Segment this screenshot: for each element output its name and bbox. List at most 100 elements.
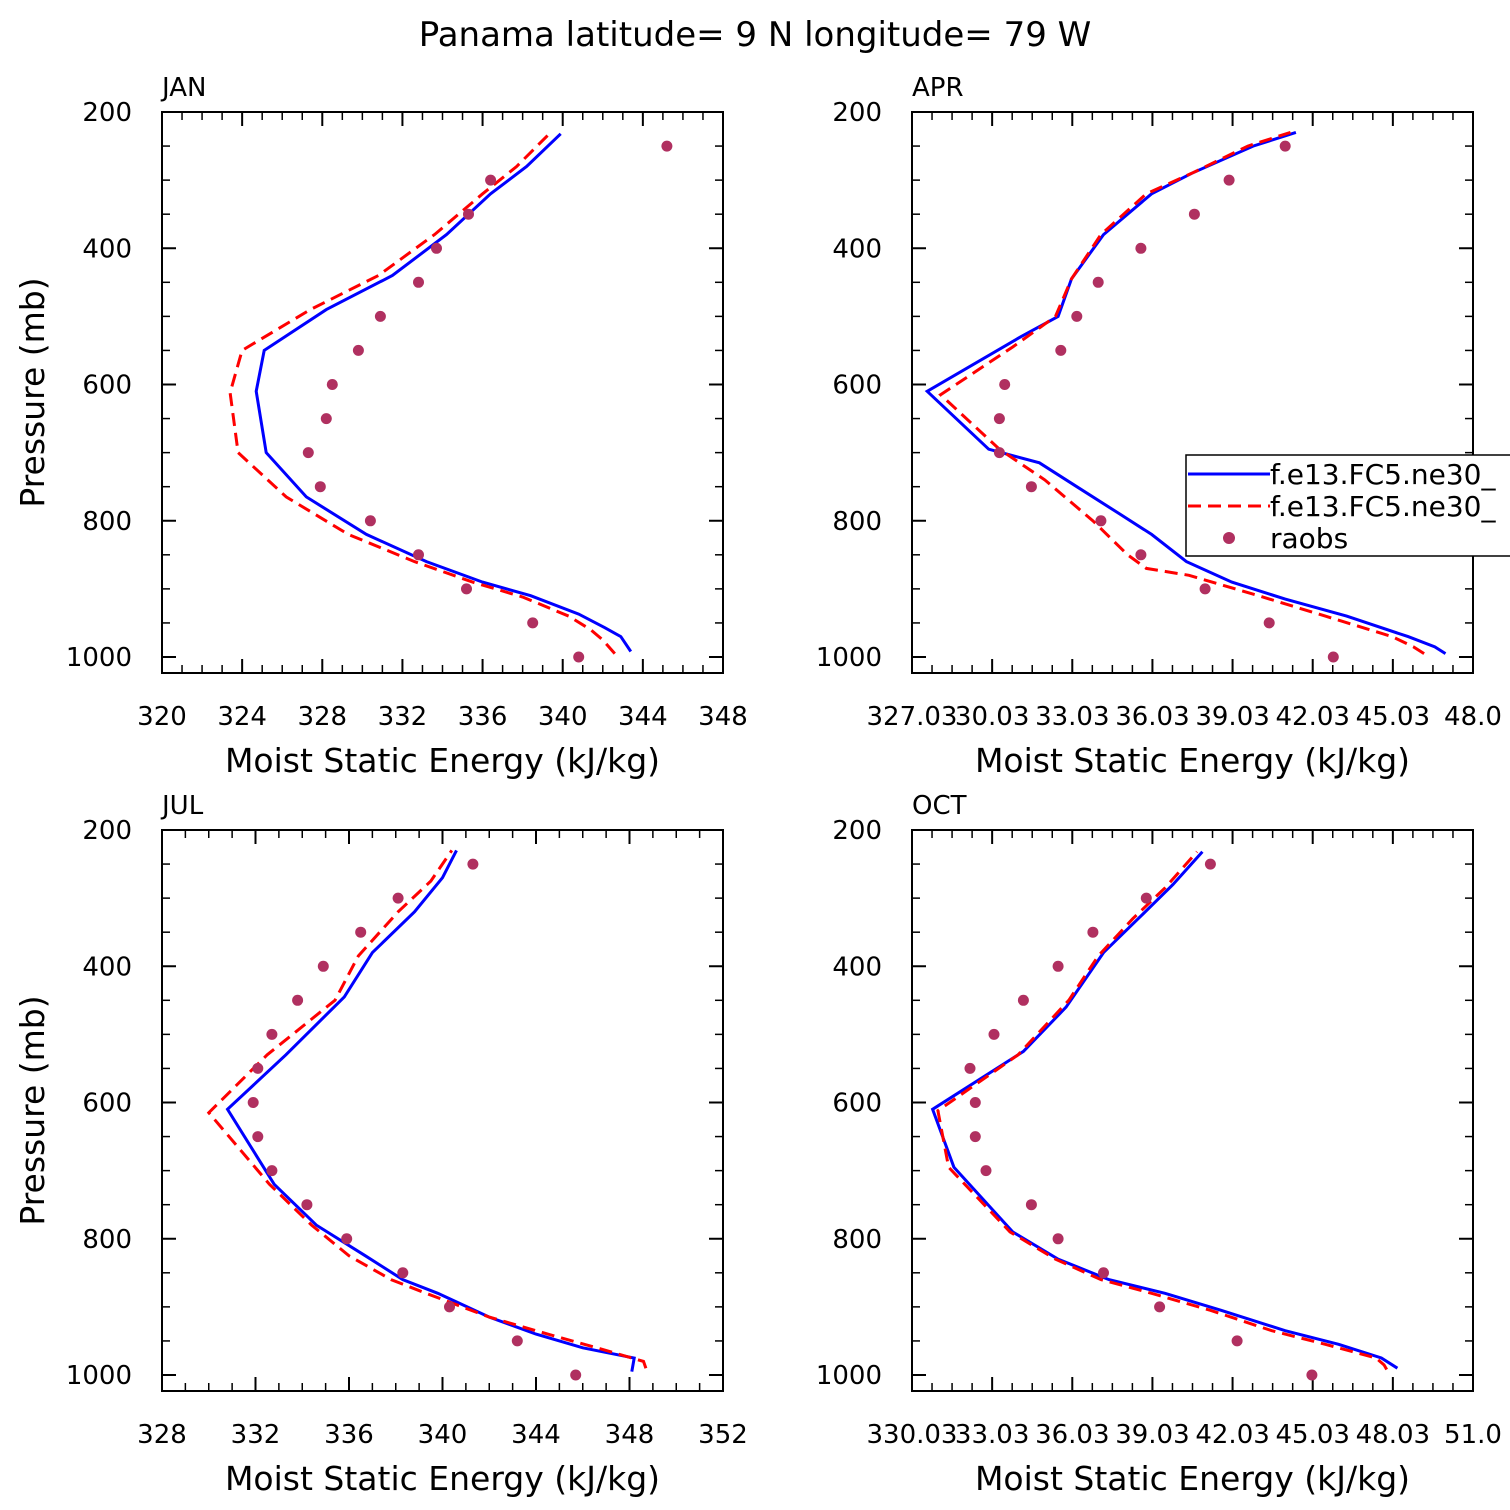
raobs-point [1087,926,1099,938]
panel-jul: JUL 328 332 336 340 344 348 352 200 400 600 800 1000… [13,791,748,1498]
raobs-point [1263,617,1275,629]
x-tick-label: 45.03 [1356,702,1430,732]
x-tick-label: 36.03 [1035,1420,1109,1450]
raobs-point [302,447,314,459]
raobs-point [292,994,304,1006]
legend-label: f.e13.FC5.ne30_ [1270,458,1496,491]
raobs-point [314,481,326,493]
raobs-point [1025,481,1037,493]
raobs-point [1052,960,1064,972]
raobs-point [527,617,539,629]
legend-label: f.e13.FC5.ne30_ [1270,490,1496,523]
plot-frame [161,829,724,1392]
model2-line [228,131,616,655]
y-tick-label: 1000 [66,1361,132,1391]
x-tick-label: 340 [418,1420,468,1450]
x-tick-label: 48.03 [1356,1420,1430,1450]
x-tick-label: 45.03 [1275,1420,1349,1450]
x-tick-label: 48.0 [1444,702,1502,732]
y-tick-label: 400 [832,952,882,982]
raobs-point [266,1028,278,1040]
raobs-point [969,1131,981,1143]
raobs-point [969,1097,981,1108]
data-layer [206,849,648,1381]
x-tick-label: 33.03 [955,1420,1029,1450]
panel-label: APR [912,73,964,103]
raobs-point [1204,858,1216,870]
raobs-point [570,1369,582,1381]
raobs-point [374,310,386,322]
raobs-point [355,926,367,938]
raobs-point [1055,344,1067,356]
raobs-point [1071,310,1083,322]
x-tick-label: 327.03 [867,702,958,732]
x-tick-label: 352 [698,1420,748,1450]
raobs-point [1306,1369,1318,1381]
x-tick-label: 36.03 [1115,702,1189,732]
x-tick-label: 33.03 [1035,702,1109,732]
raobs-point [1223,174,1235,186]
raobs-point [463,208,474,220]
figure-title: Panama latitude= 9 N longitude= 79 W [419,15,1092,55]
x-tick-label: 51.0 [1444,1420,1502,1450]
y-tick-label: 400 [82,952,132,982]
x-tick-label: 42.03 [1195,1420,1269,1450]
legend-swatch-dot [1223,532,1235,544]
x-tick-label: 39.03 [1195,702,1269,732]
x-axis-label: Moist Static Energy (kJ/kg) [225,741,660,780]
x-axis-label: Moist Static Energy (kJ/kg) [225,1459,660,1498]
raobs-point [1095,515,1107,527]
raobs-point [252,1062,264,1074]
model2-line [938,130,1425,655]
y-tick-label: 800 [82,1225,132,1255]
x-tick-label: 336 [324,1420,374,1450]
raobs-point [444,1301,455,1313]
panels: JAN 320 324 328 332 336 340 344 348 200 400 600 800 1… [13,73,1502,1498]
raobs-point [252,1131,264,1143]
x-tick-label: 340 [538,702,588,732]
model1-line [924,130,1447,655]
data-layer [930,850,1399,1381]
plot-frame [161,111,724,674]
x-tick-label: 348 [605,1420,655,1450]
raobs-point [1135,549,1147,561]
y-tick-label: 800 [832,1225,882,1255]
raobs-point [266,1165,278,1177]
raobs-point [431,242,442,254]
y-tick-label: 600 [82,1089,132,1119]
y-tick-label: 200 [82,816,132,846]
raobs-point [413,276,424,288]
raobs-point [413,549,424,561]
y-tick-label: 800 [832,507,882,537]
raobs-point [1092,276,1104,288]
x-tick-label: 39.03 [1115,1420,1189,1450]
model1-line [254,132,633,653]
raobs-point [1327,651,1339,663]
x-tick-label: 344 [511,1420,561,1450]
raobs-point [467,858,479,870]
panel-label: JAN [160,73,206,103]
y-tick-label: 600 [82,371,132,401]
y-tick-label: 400 [832,234,882,264]
plot-frame [911,829,1474,1392]
raobs-point [1052,1233,1064,1245]
x-axis-label: Moist Static Energy (kJ/kg) [975,741,1410,780]
data-layer [228,131,673,663]
y-tick-label: 200 [832,98,882,128]
legend: f.e13.FC5.ne30_f.e13.FC5.ne30_raobs [1185,454,1510,557]
raobs-point [988,1028,1000,1040]
y-tick-label: 800 [82,507,132,537]
raobs-point [317,960,329,972]
y-tick-label: 600 [832,371,882,401]
x-tick-label: 328 [297,702,347,732]
raobs-point [1154,1301,1166,1313]
raobs-point [247,1097,259,1108]
model1-line [930,850,1399,1370]
raobs-point [392,892,404,904]
model1-line [225,849,636,1372]
y-tick-label: 200 [832,816,882,846]
panel-label: OCT [912,791,967,821]
panel-jan: JAN 320 324 328 332 336 340 344 348 200 400 600 800 1… [13,73,748,780]
